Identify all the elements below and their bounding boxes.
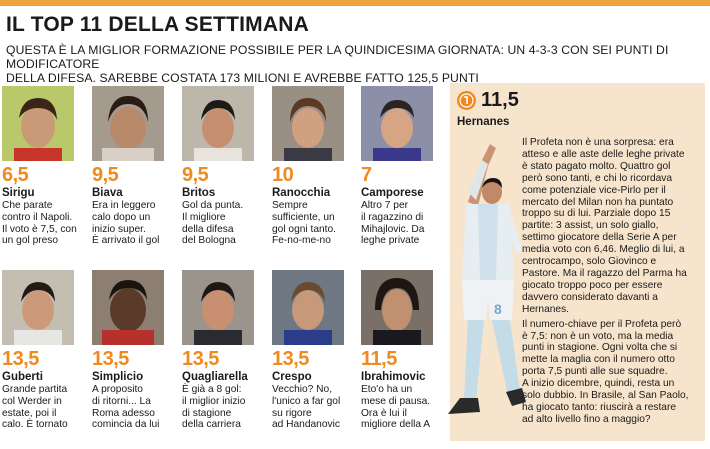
star-badge-icon bbox=[457, 91, 476, 110]
player-desc: Che parate contro il Napoli. Il voto è 7,5… bbox=[2, 200, 77, 247]
player-desc: Eto'o ha un mese di pausa. Ora è lui il mig… bbox=[361, 384, 431, 431]
player-name: Simplicio bbox=[92, 371, 144, 383]
player-score: 9,5 bbox=[92, 164, 119, 186]
page-title: IL TOP 11 DELLA SETTIMANA bbox=[6, 13, 309, 36]
player-name: Camporese bbox=[361, 187, 424, 199]
player-card: 11,5 Ibrahimovic Eto'o ha un mese di paus… bbox=[361, 270, 447, 431]
player-score: 10 bbox=[272, 164, 294, 186]
player-photo bbox=[272, 270, 344, 345]
article-paragraph: Il Profeta non è una sorpresa: era atteso… bbox=[522, 137, 687, 315]
player-name: Quagliarella bbox=[182, 371, 248, 383]
top-accent-bar bbox=[0, 0, 710, 6]
player-desc: È già a 8 gol: il miglior inizio di stagio… bbox=[182, 384, 246, 431]
player-name: Britos bbox=[182, 187, 216, 199]
player-score: 13,5 bbox=[92, 348, 129, 370]
player-card: 9,5 Britos Gol da punta. Il migliore della… bbox=[182, 86, 268, 247]
featured-player-article: Il Profeta non è una sorpresa: era atteso… bbox=[522, 137, 702, 429]
player-card: 7 Camporese Altro 7 per il ragazzino di Mi… bbox=[361, 86, 447, 247]
player-photo bbox=[92, 86, 164, 161]
player-card: 6,5 Sirigu Che parate contro il Napoli. Il… bbox=[2, 86, 88, 247]
player-photo bbox=[182, 270, 254, 345]
player-desc: Grande partita col Werder in estate, poi i… bbox=[2, 384, 68, 431]
player-desc: Sempre sufficiente, un gol ogni tanto. Fe-n… bbox=[272, 200, 337, 247]
player-photo bbox=[361, 86, 433, 161]
svg-text:8: 8 bbox=[494, 301, 502, 317]
player-name: Ibrahimovic bbox=[361, 371, 426, 383]
player-photo bbox=[272, 86, 344, 161]
subtitle-line-1: QUESTA È LA MIGLIOR FORMAZIONE POSSIBILE… bbox=[6, 43, 669, 71]
player-card: 9,5 Biava Era in leggero calo dopo un iniz… bbox=[92, 86, 178, 247]
player-name: Crespo bbox=[272, 371, 312, 383]
player-score: 13,5 bbox=[272, 348, 309, 370]
player-photo bbox=[182, 86, 254, 161]
player-name: Biava bbox=[92, 187, 123, 199]
player-card: 13,5 Guberti Grande partita col Werder in… bbox=[2, 270, 88, 431]
player-card: 13,5 Quagliarella È già a 8 gol: il migli… bbox=[182, 270, 268, 431]
subtitle-line-2: DELLA DIFESA. SAREBBE COSTATA 173 MILION… bbox=[6, 71, 479, 85]
player-photo bbox=[92, 270, 164, 345]
player-desc: A proposito di ritorni... La Roma adesso co… bbox=[92, 384, 160, 431]
player-photo bbox=[2, 270, 74, 345]
player-desc: Era in leggero calo dopo un inizio super. È… bbox=[92, 200, 160, 247]
featured-player-name: Hernanes bbox=[457, 116, 510, 128]
player-desc: Gol da punta. Il migliore della difesa del … bbox=[182, 200, 244, 247]
page-subtitle: QUESTA È LA MIGLIOR FORMAZIONE POSSIBILE… bbox=[6, 43, 706, 85]
player-card: 13,5 Crespo Vecchio? No, l'unico a far go… bbox=[272, 270, 358, 431]
player-desc: Vecchio? No, l'unico a far gol su rigore ad… bbox=[272, 384, 341, 431]
player-photo bbox=[361, 270, 433, 345]
player-score: 6,5 bbox=[2, 164, 29, 186]
player-card: 13,5 Simplicio A proposito di ritorni... … bbox=[92, 270, 178, 431]
player-score: 7 bbox=[361, 164, 372, 186]
player-name: Guberti bbox=[2, 371, 43, 383]
player-desc: Altro 7 per il ragazzino di Mihajlovic. Da… bbox=[361, 200, 425, 247]
player-score: 13,5 bbox=[182, 348, 219, 370]
player-name: Sirigu bbox=[2, 187, 35, 199]
player-name: Ranocchia bbox=[272, 187, 331, 199]
featured-player-score: 11,5 bbox=[481, 89, 519, 111]
player-score: 13,5 bbox=[2, 348, 39, 370]
featured-player-photo: 8 bbox=[438, 130, 528, 435]
player-score: 9,5 bbox=[182, 164, 209, 186]
player-photo bbox=[2, 86, 74, 161]
player-card: 10 Ranocchia Sempre sufficiente, un gol og… bbox=[272, 86, 358, 247]
player-score: 11,5 bbox=[361, 348, 397, 370]
article-paragraph: Il numero-chiave per il Profeta però è 7,… bbox=[522, 318, 689, 425]
